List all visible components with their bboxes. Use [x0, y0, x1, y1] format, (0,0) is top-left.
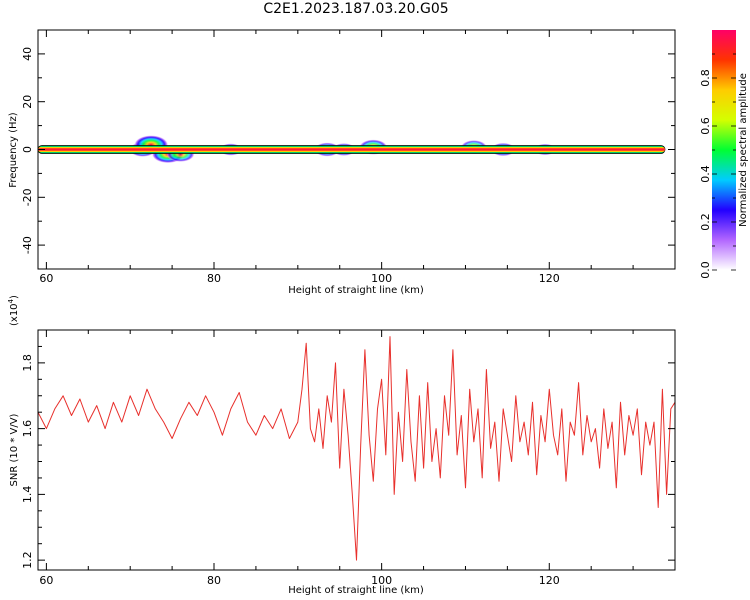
- snr-x-tick-label: 120: [539, 574, 560, 587]
- spectrogram-y-tick-label: 40: [21, 47, 34, 61]
- spectrogram-panel: 60 80 100 120 -40 -20 0 20 40 Height of straigh…: [8, 29, 676, 296]
- colorbar-label: Normalized spectral amplitude: [738, 73, 749, 227]
- snr-y-multiplier-exponent: 4: [7, 298, 15, 303]
- colorbar-scale: [712, 30, 736, 270]
- colorbar-tick-label: 0.2: [699, 213, 712, 231]
- spectrogram-y-tick-label: 0: [21, 146, 34, 153]
- spectrogram-band: [38, 145, 666, 154]
- snr-y-multiplier-base: (x10: [9, 303, 20, 326]
- snr-y-tick-label: 1.2: [21, 551, 34, 569]
- spectrogram-x-tick-label: 120: [539, 272, 560, 285]
- snr-plot-area: [38, 330, 675, 570]
- snr-y-ticks: 1.2 1.4 1.6 1.8: [21, 345, 675, 569]
- snr-y-multiplier: (x104): [7, 295, 20, 326]
- spectrogram-x-tick-label: 80: [207, 272, 221, 285]
- snr-y-tick-label: 1.8: [21, 354, 34, 372]
- spectrogram-y-tick-label: -20: [21, 188, 34, 206]
- snr-series: [38, 336, 675, 561]
- colorbar-tick-label: 0.4: [699, 165, 712, 183]
- colorbar-tick-label: 0.0: [699, 261, 712, 279]
- spectrogram-x-tick-label: 100: [371, 272, 392, 285]
- spectrogram-band-core: [38, 148, 665, 151]
- colorbar-ticks: 0.0 0.2 0.4 0.6 0.8: [699, 53, 736, 279]
- snr-y-multiplier-close: ): [9, 295, 20, 299]
- page-title: C2E1.2023.187.03.20.G05: [263, 1, 449, 17]
- spectrogram-y-axis-label: Frequency (Hz): [8, 112, 19, 188]
- spectrogram-x-tick-label: 60: [39, 272, 53, 285]
- snr-x-tick-label: 100: [371, 574, 392, 587]
- snr-y-tick-label: 1.4: [21, 486, 34, 504]
- snr-x-axis-label: Height of straight line (km): [288, 585, 424, 596]
- snr-line: [38, 336, 675, 561]
- snr-y-tick-label: 1.6: [21, 420, 34, 438]
- spectrogram-y-tick-label: -40: [21, 236, 34, 254]
- spectrogram-x-axis-label: Height of straight line (km): [288, 285, 424, 296]
- snr-x-ticks: 60 80 100 120: [39, 330, 634, 587]
- snr-panel: 60 80 100 120 1.2 1.4 1.6 1.8 Height of straig…: [7, 295, 676, 596]
- snr-x-tick-label: 60: [39, 574, 53, 587]
- colorbar-tick-label: 0.6: [699, 117, 712, 135]
- spectrogram-x-ticks: 60 80 100 120: [39, 30, 634, 285]
- colorbar-tick-label: 0.8: [699, 69, 712, 87]
- colorbar: 0.0 0.2 0.4 0.6 0.8 Normalized spectral ampl…: [699, 30, 749, 279]
- snr-y-axis-label: SNR (10 * V/V): [9, 413, 20, 486]
- spectrogram-y-ticks: -40 -20 0 20 40: [21, 29, 675, 270]
- snr-x-tick-label: 80: [207, 574, 221, 587]
- spectrogram-y-tick-label: 20: [21, 95, 34, 109]
- snr-frame: [37, 329, 676, 571]
